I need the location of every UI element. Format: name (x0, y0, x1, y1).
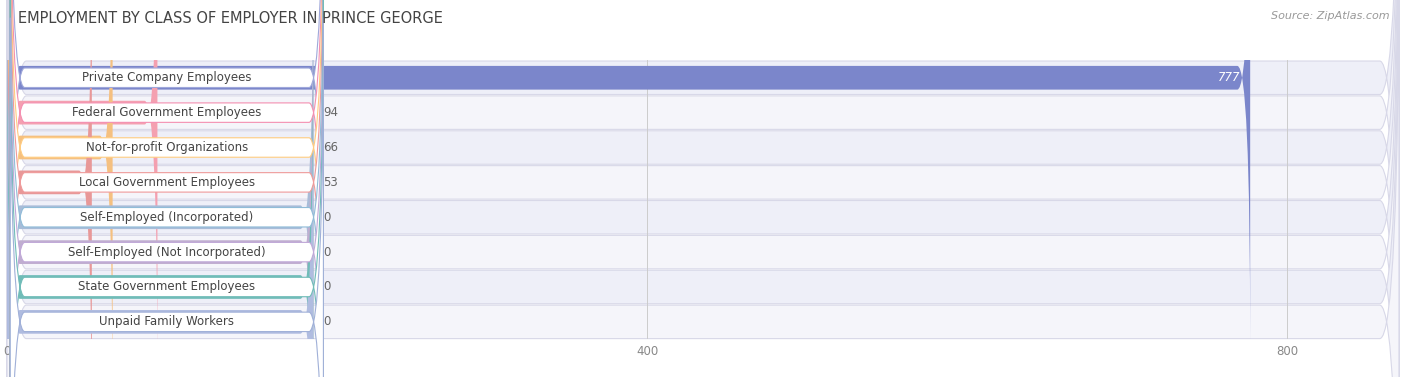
FancyBboxPatch shape (7, 0, 1399, 377)
FancyBboxPatch shape (10, 0, 323, 377)
FancyBboxPatch shape (7, 0, 1399, 377)
FancyBboxPatch shape (7, 55, 314, 377)
FancyBboxPatch shape (7, 0, 1399, 377)
FancyBboxPatch shape (10, 18, 323, 377)
Text: 0: 0 (323, 246, 330, 259)
FancyBboxPatch shape (7, 0, 314, 377)
FancyBboxPatch shape (7, 0, 1399, 377)
Text: Not-for-profit Organizations: Not-for-profit Organizations (86, 141, 247, 154)
FancyBboxPatch shape (7, 0, 1399, 377)
Text: 0: 0 (323, 316, 330, 328)
Text: 66: 66 (323, 141, 337, 154)
Text: 0: 0 (323, 211, 330, 224)
FancyBboxPatch shape (10, 0, 323, 377)
FancyBboxPatch shape (10, 0, 323, 377)
FancyBboxPatch shape (7, 0, 1399, 377)
Text: 777: 777 (1218, 71, 1240, 84)
Text: Self-Employed (Not Incorporated): Self-Employed (Not Incorporated) (67, 246, 266, 259)
FancyBboxPatch shape (7, 0, 314, 377)
FancyBboxPatch shape (7, 0, 1399, 377)
FancyBboxPatch shape (10, 0, 323, 377)
Text: State Government Employees: State Government Employees (79, 280, 256, 293)
Text: 53: 53 (323, 176, 337, 189)
FancyBboxPatch shape (10, 0, 323, 377)
Text: Self-Employed (Incorporated): Self-Employed (Incorporated) (80, 211, 253, 224)
FancyBboxPatch shape (7, 0, 1399, 377)
Text: EMPLOYMENT BY CLASS OF EMPLOYER IN PRINCE GEORGE: EMPLOYMENT BY CLASS OF EMPLOYER IN PRINC… (18, 11, 443, 26)
FancyBboxPatch shape (10, 0, 323, 377)
Text: Source: ZipAtlas.com: Source: ZipAtlas.com (1271, 11, 1389, 21)
FancyBboxPatch shape (7, 20, 314, 377)
Text: Local Government Employees: Local Government Employees (79, 176, 254, 189)
Text: Private Company Employees: Private Company Employees (82, 71, 252, 84)
FancyBboxPatch shape (7, 0, 112, 377)
FancyBboxPatch shape (10, 0, 323, 377)
Text: 94: 94 (323, 106, 337, 119)
FancyBboxPatch shape (7, 0, 91, 377)
Text: Unpaid Family Workers: Unpaid Family Workers (100, 316, 235, 328)
Text: Federal Government Employees: Federal Government Employees (72, 106, 262, 119)
Text: 0: 0 (323, 280, 330, 293)
FancyBboxPatch shape (7, 0, 1250, 345)
FancyBboxPatch shape (7, 0, 157, 377)
